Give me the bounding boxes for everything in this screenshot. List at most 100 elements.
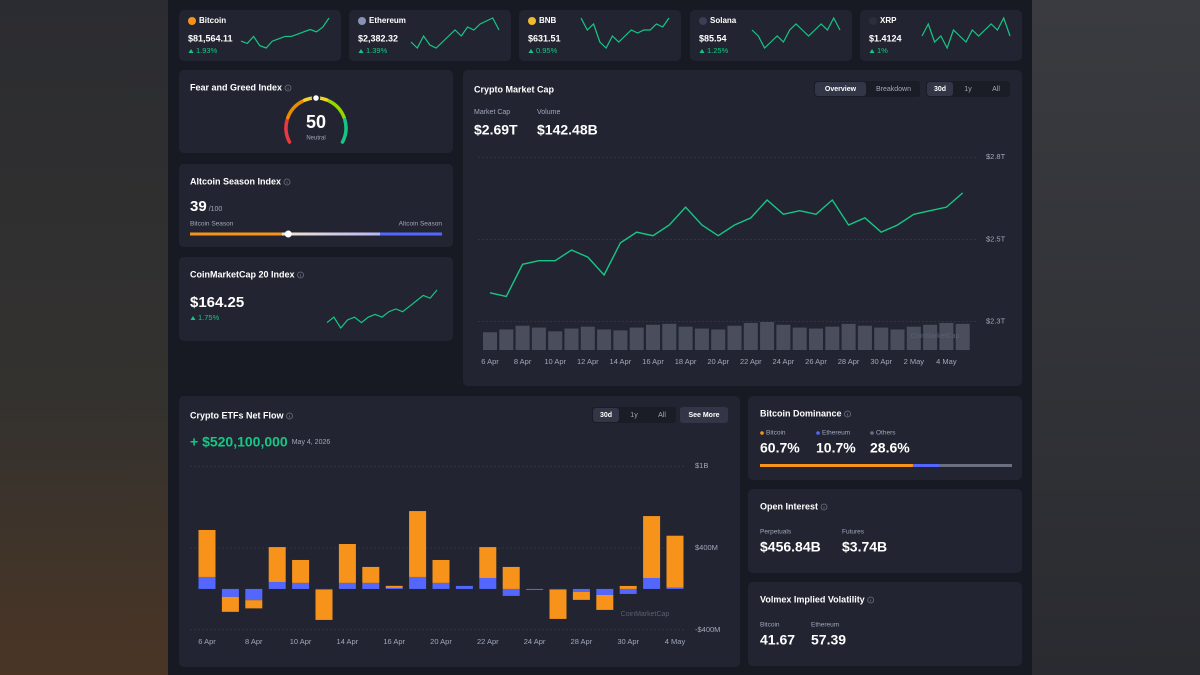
coin-name: Ethereum (369, 16, 406, 25)
gauge-dot (311, 93, 321, 103)
bar-segment (619, 588, 637, 594)
coin-change: 0.95% (536, 46, 558, 55)
bar-segment (432, 559, 450, 583)
y-tick-label: $1B (695, 461, 708, 470)
volume-bar (597, 329, 612, 350)
volume-bar (678, 326, 693, 350)
card (463, 70, 1022, 386)
stat-label: Perpetuals (760, 529, 792, 536)
bar-segment (643, 516, 661, 578)
coin-icon (188, 17, 196, 25)
coin-icon (869, 17, 877, 25)
gauge-arc (286, 99, 305, 120)
volume-bar (711, 329, 726, 350)
card-title: Volmex Implied Volatility (760, 594, 865, 604)
tab: 1y (964, 86, 972, 93)
card-title: Crypto Market Cap (474, 84, 555, 94)
bar-segment (479, 577, 497, 589)
bar-segment (549, 588, 567, 590)
card (748, 489, 1022, 573)
x-tick-label: 14 Apr (337, 637, 359, 646)
see-more-button[interactable] (680, 407, 728, 423)
card-title: Open Interest (760, 501, 818, 511)
x-tick-label: 16 Apr (642, 357, 664, 366)
stat-label: Market Cap (474, 109, 510, 116)
headline: + $520,100,000 (190, 434, 288, 450)
tab: All (992, 86, 1000, 93)
volume-bar (923, 324, 938, 350)
x-tick-label: 12 Apr (577, 357, 599, 366)
gauge-value: 50 (306, 112, 326, 132)
bar-segment (385, 587, 403, 589)
x-tick-label: 8 Apr (514, 357, 532, 366)
sparkline (580, 17, 670, 49)
bar-segment (292, 582, 310, 589)
dominance-value: 10.7% (816, 440, 856, 456)
bar-segment (338, 544, 356, 583)
bar-segment (338, 582, 356, 589)
tab: 30d (934, 86, 946, 93)
bar-segment (596, 594, 614, 610)
bar-segment (502, 588, 520, 596)
coin-name: XRP (880, 16, 897, 25)
x-tick-label: 22 Apr (740, 357, 762, 366)
card (690, 10, 852, 61)
bar-segment (572, 588, 590, 592)
volume-bar (760, 322, 775, 350)
card (748, 582, 1022, 666)
dominance-value: 60.7% (760, 440, 800, 456)
volume-bar (727, 325, 742, 350)
bar-segment (198, 576, 216, 589)
legend-label: Others (876, 430, 896, 437)
backdrop-right (1032, 0, 1200, 675)
bar-segment (245, 600, 263, 609)
x-tick-label: 8 Apr (245, 637, 263, 646)
volume-bar (483, 332, 497, 350)
headline-date: May 4, 2026 (292, 439, 331, 446)
volume-bar (613, 330, 628, 350)
up-arrow (869, 49, 875, 53)
coin-change: 1.39% (366, 46, 388, 55)
season-dot (284, 230, 292, 238)
stat-value: $2.69T (474, 122, 518, 138)
card (349, 10, 511, 61)
up-arrow (188, 49, 194, 53)
index-change: 1.75% (198, 313, 220, 322)
season-max: /100 (209, 206, 223, 213)
x-tick-label: 30 Apr (617, 637, 639, 646)
stat-value: 41.67 (760, 632, 795, 648)
coin-icon (699, 17, 707, 25)
legend-dot (870, 431, 874, 435)
watermark: CoinMarketCap (621, 611, 670, 618)
x-tick-label: 2 May (904, 357, 925, 366)
volume-bar (874, 327, 889, 350)
info-icon (820, 503, 828, 511)
gauge-arc (340, 117, 348, 144)
tab-active (815, 82, 866, 96)
gauge-arc (284, 117, 292, 144)
coin-price: $85.54 (699, 33, 727, 43)
bar-segment (432, 582, 450, 589)
bar-segment (619, 585, 637, 589)
stat-label: Volume (537, 109, 560, 116)
volume-bar (646, 324, 660, 350)
bar-segment (221, 596, 239, 612)
tab: All (658, 412, 666, 419)
coin-change: 1.25% (707, 46, 729, 55)
y-tick-label: -$400M (695, 625, 720, 634)
bar-segment (572, 591, 590, 600)
dominance-value: 28.6% (870, 440, 910, 456)
tab-active (927, 82, 953, 96)
info-icon (286, 412, 293, 420)
bar-segment (549, 589, 567, 619)
card (179, 10, 341, 61)
x-tick-label: 6 Apr (198, 637, 216, 646)
backdrop-left (0, 0, 168, 675)
x-tick-label: 24 Apr (524, 637, 546, 646)
up-arrow (358, 49, 364, 53)
card (748, 396, 1022, 480)
bar-segment (221, 588, 239, 597)
y-tick-label: $2.5T (986, 234, 1006, 243)
bar-segment (479, 547, 497, 578)
